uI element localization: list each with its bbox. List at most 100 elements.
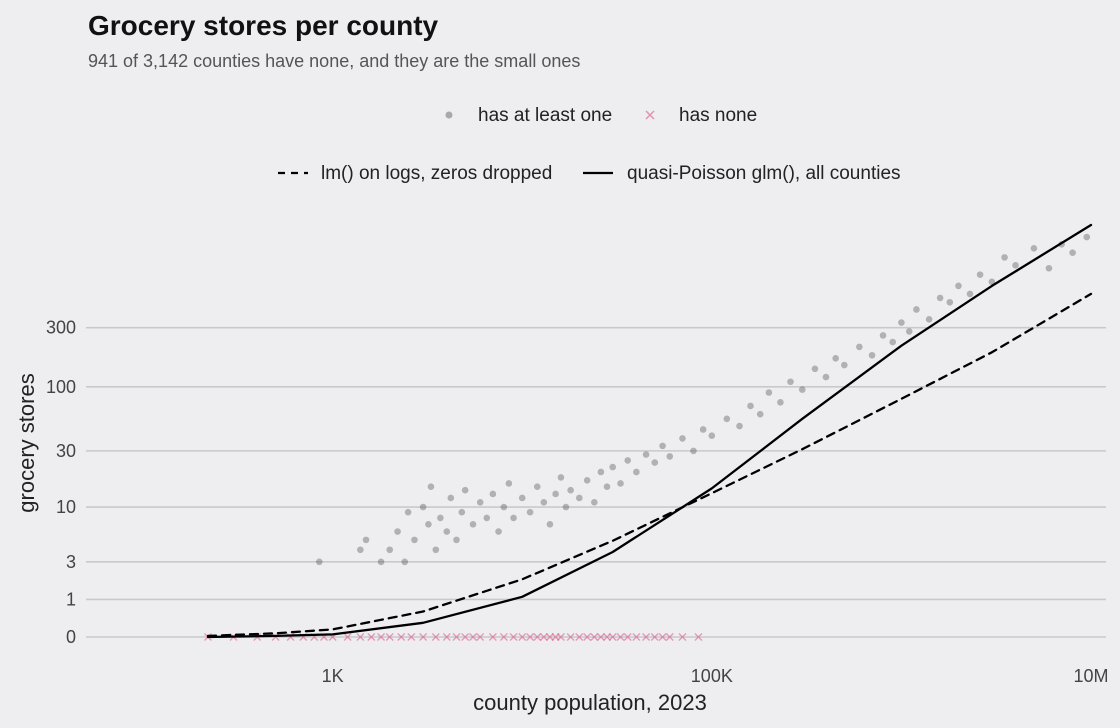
point-has-at-least-one-80 (1012, 262, 1019, 269)
point-has-none-40 (616, 633, 625, 641)
point-has-at-least-one-41 (609, 463, 616, 471)
point-has-at-least-one-5 (394, 528, 401, 535)
point-has-at-least-one-13 (437, 514, 444, 522)
x-axis-title: county population, 2023 (473, 690, 707, 715)
legend-label-has-none: has none (679, 105, 757, 126)
point-has-at-least-one-37 (583, 477, 591, 484)
point-has-none-21 (469, 633, 478, 641)
point-has-at-least-one-6 (401, 558, 409, 566)
point-has-at-least-one-63 (832, 355, 839, 362)
point-has-at-least-one-16 (453, 536, 460, 544)
point-has-at-least-one-25 (505, 480, 513, 487)
point-has-at-least-one-1 (357, 546, 364, 554)
point-has-at-least-one-75 (955, 282, 962, 290)
point-has-at-least-one-10 (425, 520, 432, 528)
point-has-none-16 (419, 633, 428, 641)
y-tick-label-10: 10 (56, 497, 76, 517)
point-has-at-least-one-59 (787, 378, 794, 386)
point-has-at-least-one-35 (567, 486, 574, 494)
point-has-none-19 (452, 633, 461, 641)
gridlines (86, 326, 1106, 638)
point-has-none-27 (526, 633, 535, 641)
chart-subtitle: 941 of 3,142 counties have none, and the… (88, 51, 580, 71)
point-has-at-least-one-23 (495, 528, 502, 535)
point-has-none-26 (518, 633, 527, 641)
point-has-at-least-one-54 (736, 422, 743, 430)
legend-label-lm: lm() on logs, zeros dropped (321, 163, 552, 184)
point-has-none-38 (603, 633, 612, 641)
point-has-at-least-one-39 (597, 468, 605, 476)
point-has-none-28 (533, 633, 542, 641)
point-has-at-least-one-79 (1001, 254, 1008, 261)
point-has-at-least-one-51 (699, 426, 707, 433)
point-has-at-least-one-28 (526, 508, 534, 516)
fit-line-glm (206, 223, 1093, 639)
point-has-at-least-one-73 (936, 294, 944, 302)
point-has-none-20 (461, 633, 470, 641)
point-has-at-least-one-69 (898, 319, 905, 326)
point-has-at-least-one-20 (476, 499, 484, 506)
point-has-none-13 (385, 633, 394, 641)
x-tick-labels: 1K 100K 10M (322, 666, 1109, 686)
point-has-at-least-one-70 (905, 328, 913, 335)
point-has-none-42 (632, 633, 641, 641)
point-has-at-least-one-27 (518, 494, 526, 502)
point-has-none-12 (377, 633, 386, 641)
point-has-none-22 (476, 633, 485, 641)
point-has-at-least-one-19 (469, 520, 477, 528)
point-has-none-48 (694, 633, 703, 641)
point-has-at-least-one-81 (1030, 245, 1038, 252)
point-has-at-least-one-67 (879, 332, 887, 339)
point-has-none-29 (539, 633, 548, 641)
point-has-none-37 (596, 633, 605, 641)
legend-lines: lm() on logs, zeros dropped quasi-Poisso… (278, 163, 901, 184)
point-has-at-least-one-12 (432, 546, 440, 554)
point-has-at-least-one-29 (533, 483, 541, 491)
y-axis-title: grocery stores (14, 373, 39, 512)
y-tick-label-3: 3 (66, 552, 76, 572)
point-has-at-least-one-76 (966, 290, 974, 298)
point-has-none-45 (658, 633, 667, 641)
point-has-at-least-one-33 (557, 474, 565, 481)
point-has-none-17 (431, 633, 440, 641)
point-has-at-least-one-82 (1045, 264, 1053, 272)
point-has-none-41 (623, 633, 632, 641)
point-has-at-least-one-32 (552, 490, 559, 498)
chart-title: Grocery stores per county (88, 10, 439, 41)
point-has-at-least-one-72 (925, 316, 933, 323)
point-has-at-least-one-71 (913, 306, 920, 313)
point-has-at-least-one-42 (617, 480, 624, 487)
y-tick-labels: 0 1 3 10 30 100 300 (46, 318, 76, 647)
point-has-none-30 (545, 633, 554, 641)
point-has-at-least-one-44 (633, 468, 640, 476)
point-has-at-least-one-50 (690, 447, 697, 455)
point-has-at-least-one-66 (868, 351, 876, 359)
point-has-at-least-one-60 (798, 386, 806, 393)
point-has-at-least-one-62 (822, 373, 830, 381)
point-has-at-least-one-85 (1083, 233, 1091, 241)
point-has-at-least-one-47 (659, 442, 666, 450)
point-has-at-least-one-52 (708, 432, 716, 440)
point-has-none-44 (650, 633, 659, 641)
point-has-none-18 (442, 633, 451, 641)
point-has-at-least-one-22 (489, 490, 497, 498)
legend-label-glm: quasi-Poisson glm(), all counties (627, 163, 901, 184)
point-has-at-least-one-11 (427, 483, 435, 491)
point-has-at-least-one-46 (651, 459, 659, 466)
point-has-at-least-one-74 (946, 298, 954, 306)
point-has-at-least-one-57 (765, 389, 773, 396)
point-has-none-23 (488, 633, 497, 641)
point-has-at-least-one-77 (976, 271, 984, 278)
point-has-at-least-one-26 (510, 514, 517, 522)
point-has-at-least-one-18 (461, 486, 469, 494)
point-has-at-least-one-21 (483, 514, 491, 522)
x-tick-label-10M: 10M (1073, 666, 1108, 686)
point-has-none-32 (556, 633, 565, 641)
x-tick-label-1K: 1K (322, 666, 344, 686)
fit-lines (206, 223, 1093, 639)
point-has-at-least-one-17 (458, 508, 466, 516)
point-has-none-25 (509, 633, 518, 641)
point-has-at-least-one-9 (419, 503, 427, 511)
point-has-at-least-one-31 (546, 520, 554, 528)
